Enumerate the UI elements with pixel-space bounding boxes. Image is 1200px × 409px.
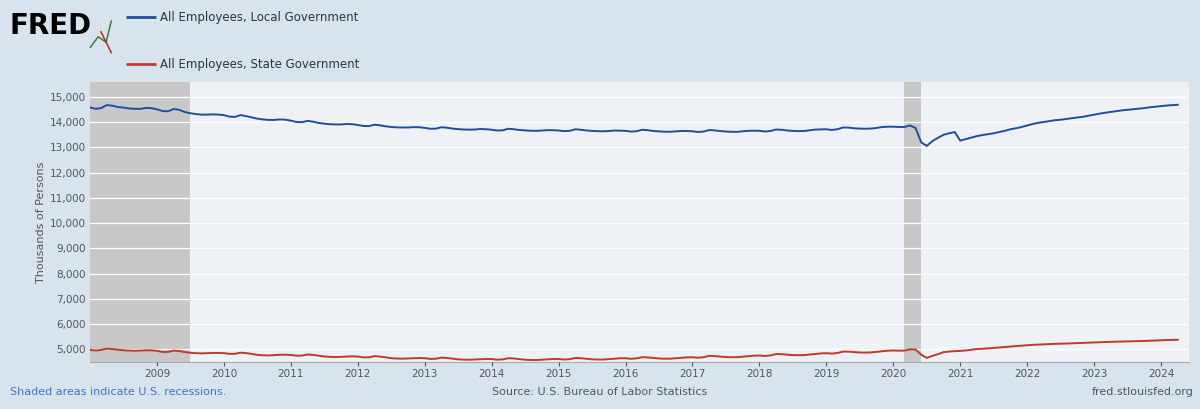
Text: fred.stlouisfed.org: fred.stlouisfed.org: [1092, 387, 1194, 397]
Text: Shaded areas indicate U.S. recessions.: Shaded areas indicate U.S. recessions.: [10, 387, 226, 397]
Y-axis label: Thousands of Persons: Thousands of Persons: [36, 161, 46, 283]
Text: Source: U.S. Bureau of Labor Statistics: Source: U.S. Bureau of Labor Statistics: [492, 387, 708, 397]
Bar: [905, 82, 922, 362]
Bar: [84, 82, 191, 362]
Text: FRED: FRED: [10, 12, 91, 40]
Text: All Employees, Local Government: All Employees, Local Government: [160, 11, 358, 24]
Text: All Employees, State Government: All Employees, State Government: [160, 58, 359, 71]
